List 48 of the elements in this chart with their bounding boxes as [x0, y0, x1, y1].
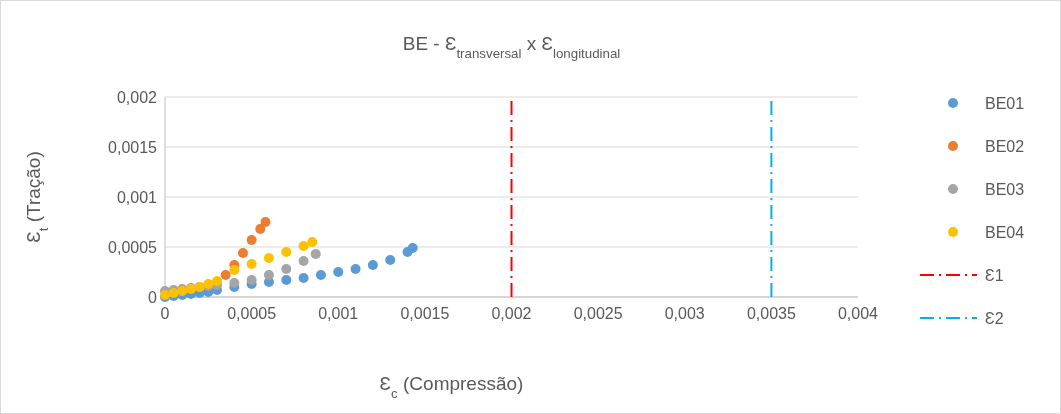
point [220, 270, 231, 280]
point [263, 270, 274, 280]
y-tick-label: 0,001 [116, 189, 158, 206]
point [229, 278, 240, 288]
legend-label: Ɛ2 [985, 310, 1004, 327]
x-tick-label: 0,004 [837, 305, 879, 322]
x-tick-label: 0,002 [491, 305, 532, 322]
point [307, 237, 318, 247]
point [281, 247, 292, 257]
x-axis-title: Ɛ$_{c}$ (Compressão) [379, 373, 524, 401]
point [310, 249, 321, 259]
point [211, 276, 222, 286]
y-tick-label: 0 [148, 289, 158, 306]
point [255, 224, 266, 234]
point [281, 264, 292, 274]
point [333, 267, 344, 277]
x-tick-label: 0,0005 [227, 305, 277, 322]
x-tick-label: 0,0015 [400, 305, 450, 322]
point [298, 273, 309, 283]
point [315, 270, 326, 280]
legend-label: Ɛ1 [985, 267, 1004, 284]
x-tick-label: 0,0025 [573, 305, 623, 322]
y-tick-label: 0,0015 [108, 139, 158, 156]
point [367, 260, 378, 270]
y-tick-label: 0,0005 [108, 239, 158, 256]
point [298, 256, 309, 266]
point [385, 255, 396, 265]
legend-label: BE03 [985, 181, 1025, 198]
point [237, 248, 248, 258]
point [263, 253, 274, 263]
x-tick-label: 0,003 [664, 305, 705, 322]
chart-title: BE - Ɛ$_{transversal}$ x Ɛ$_{longitudinal}$ [402, 33, 621, 61]
point [260, 217, 271, 227]
point [281, 275, 292, 285]
x-tick-label: 0 [160, 305, 170, 322]
point [407, 243, 418, 253]
point [350, 264, 361, 274]
legend-label: BE01 [985, 95, 1025, 112]
legend-label: BE02 [985, 138, 1025, 155]
point [246, 275, 257, 285]
x-tick-label: 0,0035 [746, 305, 796, 322]
point [246, 235, 257, 245]
point [298, 241, 309, 251]
point [229, 265, 240, 275]
x-tick-label: 0,001 [318, 305, 359, 322]
y-tick-label: 0,002 [116, 89, 158, 106]
point [246, 259, 257, 269]
legend-label: BE04 [985, 224, 1025, 241]
